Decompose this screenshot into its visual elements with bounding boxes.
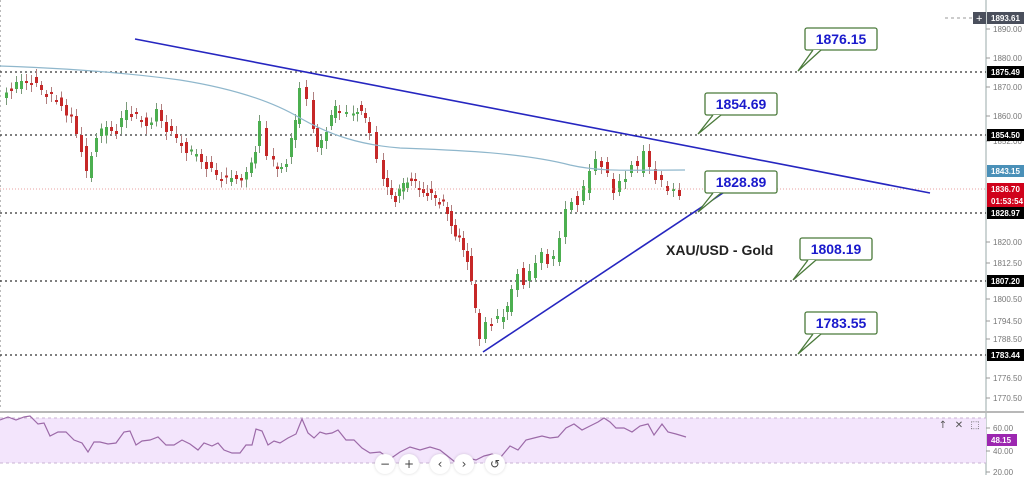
plus-icon: + xyxy=(976,13,982,25)
svg-text:1783.44: 1783.44 xyxy=(991,351,1020,360)
reset-chart-button[interactable]: ↺ xyxy=(485,454,505,474)
price-tick-label: 1812.50 xyxy=(993,259,1022,268)
svg-text:1836.70: 1836.70 xyxy=(991,185,1020,194)
price-callout[interactable]: 1876.15 xyxy=(797,27,878,72)
svg-text:1843.15: 1843.15 xyxy=(991,167,1020,176)
price-tag-level: 1783.44 xyxy=(987,349,1024,361)
price-tag-level: 1807.20 xyxy=(987,275,1024,287)
svg-text:1876.15: 1876.15 xyxy=(816,31,867,47)
price-tick-label: 1820.00 xyxy=(993,238,1022,247)
scroll-right-button[interactable]: › xyxy=(454,454,474,474)
price-callout[interactable]: 1828.89 xyxy=(697,170,778,213)
trendlines xyxy=(134,38,931,353)
price-tick-label: 1770.50 xyxy=(993,394,1022,403)
minus-icon: − xyxy=(379,457,391,471)
rsi-value-tag xyxy=(987,434,1017,446)
rsi-value: 48.15 xyxy=(991,436,1012,445)
arrow-up-icon: ↑ xyxy=(938,419,948,431)
price-tick-label: 1800.50 xyxy=(993,295,1022,304)
rsi-axis: 60.00 40.00 20.00 48.15 xyxy=(986,424,1017,477)
price-tick-label: 1852.00 xyxy=(993,137,1022,146)
price-tags: 1893.61 +1875.49 1854.50 1843.15 1836.70 01:5… xyxy=(945,12,1024,361)
crosshair-plus-button[interactable] xyxy=(973,12,986,24)
svg-text:01:53:54: 01:53:54 xyxy=(991,197,1024,206)
descending-resistance-trendline[interactable] xyxy=(134,38,931,194)
rsi-line xyxy=(0,415,687,467)
price-callout[interactable]: 1808.19 xyxy=(792,237,873,281)
close-pane-button[interactable]: ✕ xyxy=(952,418,966,432)
price-tick-label: 1794.50 xyxy=(993,317,1022,326)
chevron-right-icon: › xyxy=(461,457,467,471)
price-callout[interactable]: 1854.69 xyxy=(697,92,778,135)
zoom-out-button[interactable]: − xyxy=(375,454,395,474)
price-tick-label: 1776.50 xyxy=(993,374,1022,383)
rsi-tick-label: 60.00 xyxy=(993,424,1014,433)
price-tag-last-price: 1836.70 xyxy=(987,183,1024,195)
price-callouts: 1876.15 1854.69 1828.89 1808.19 1783.55 xyxy=(697,27,878,355)
price-tick-label: 1880.00 xyxy=(993,54,1022,63)
price-tag-crosshair: 1893.61 xyxy=(987,12,1024,24)
reset-icon: ↺ xyxy=(489,457,501,471)
maximize-pane-button[interactable]: ⬚ xyxy=(968,418,982,432)
svg-text:1783.55: 1783.55 xyxy=(816,315,867,331)
svg-text:1854.50: 1854.50 xyxy=(991,131,1020,140)
price-tick-label: 1860.00 xyxy=(993,112,1022,121)
rsi-tick-label: 40.00 xyxy=(993,447,1014,456)
maximize-icon: ⬚ xyxy=(970,419,980,431)
chevron-left-icon: ‹ xyxy=(437,457,443,471)
price-callout[interactable]: 1783.55 xyxy=(797,311,878,355)
svg-text:1808.19: 1808.19 xyxy=(811,241,862,257)
price-tick-label: 1890.00 xyxy=(993,25,1022,34)
candlesticks xyxy=(5,69,681,346)
rsi-tick-label: 20.00 xyxy=(993,468,1014,475)
zoom-in-button[interactable]: + xyxy=(399,454,419,474)
horizontal-levels xyxy=(0,71,986,356)
svg-text:1828.89: 1828.89 xyxy=(716,174,767,190)
svg-text:1828.97: 1828.97 xyxy=(991,209,1020,218)
scroll-left-button[interactable]: ‹ xyxy=(430,454,450,474)
price-tag-level: 1828.97 xyxy=(987,207,1024,219)
svg-text:1854.69: 1854.69 xyxy=(716,96,767,112)
chart-title: XAU/USD - Gold xyxy=(666,242,773,258)
svg-text:1807.20: 1807.20 xyxy=(991,277,1020,286)
price-tag-level: 1854.50 xyxy=(987,129,1024,141)
ascending-support-trendline[interactable] xyxy=(482,182,739,353)
price-tag-countdown: 01:53:54 xyxy=(987,195,1024,207)
price-tick-label: 1788.50 xyxy=(993,335,1022,344)
price-tag-ma: 1843.15 xyxy=(987,165,1024,177)
move-pane-up-button[interactable]: ↑ xyxy=(936,418,950,432)
svg-text:1893.61: 1893.61 xyxy=(991,14,1020,23)
price-tag-level: 1875.49 xyxy=(987,66,1024,78)
price-axis: 1890.00 1880.00 1870.00 1860.00 1852.00 1820.… xyxy=(986,25,1022,403)
svg-text:1875.49: 1875.49 xyxy=(991,68,1020,77)
close-icon: ✕ xyxy=(954,419,964,431)
moving-average-line xyxy=(0,65,686,171)
price-tick-label: 1870.00 xyxy=(993,83,1022,92)
plus-icon: + xyxy=(403,457,415,471)
